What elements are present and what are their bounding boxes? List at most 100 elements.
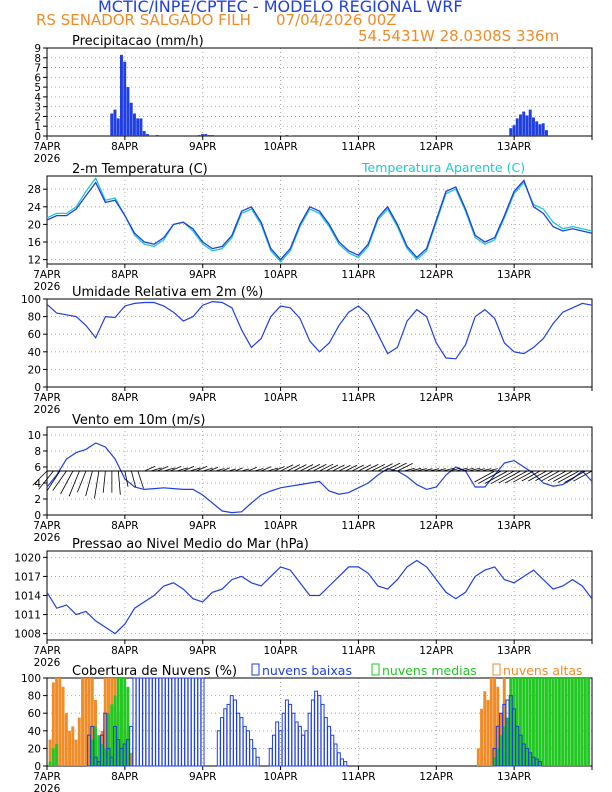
low-cloud-legend-swatch bbox=[251, 663, 260, 676]
low-cloud-bar bbox=[148, 677, 153, 767]
wind-vector bbox=[364, 463, 379, 472]
wind-vector bbox=[176, 467, 188, 472]
precip-bar bbox=[155, 135, 159, 136]
run-date: 07/04/2026 00Z bbox=[276, 11, 397, 29]
mid-cloud-bar bbox=[583, 678, 587, 766]
y-tick-label: 8 bbox=[34, 446, 41, 458]
x-tick-label: 9APR bbox=[189, 645, 217, 657]
high-cloud-bar bbox=[58, 678, 62, 766]
x-tick-label: 13APR bbox=[497, 520, 531, 532]
y-tick-label: 5 bbox=[34, 82, 41, 94]
x-tick-label: 9APR bbox=[189, 771, 217, 783]
y-tick-label: 0 bbox=[34, 382, 41, 394]
low-cloud-bar bbox=[294, 721, 299, 767]
wind-vector bbox=[163, 467, 175, 472]
y-tick-label: 80 bbox=[28, 312, 41, 324]
high-cloud-bar bbox=[64, 713, 68, 766]
high-cloud-bar bbox=[51, 682, 55, 766]
wind-vector bbox=[189, 467, 201, 472]
station-location: 54.5431W 28.0308S 336m bbox=[358, 27, 560, 45]
y-tick-label: 20 bbox=[28, 364, 41, 376]
mid-cloud-bar bbox=[567, 678, 571, 766]
x-tick-label: 9APR bbox=[189, 520, 217, 532]
wind-vector bbox=[371, 463, 385, 472]
mid-cloud-bar bbox=[126, 686, 130, 766]
x-tick-label: 10APR bbox=[263, 645, 297, 657]
low-cloud-bar bbox=[194, 677, 199, 767]
wind-vector bbox=[85, 470, 93, 497]
precip-bar bbox=[522, 111, 526, 136]
mid-cloud-bar bbox=[538, 678, 542, 766]
panel-title: 2-m Temperatura (C) bbox=[72, 162, 208, 177]
low-cloud-legend: nuvens baixas bbox=[262, 663, 352, 678]
mid-cloud-bar bbox=[557, 678, 561, 766]
low-cloud-bar bbox=[135, 677, 140, 767]
wind-vector bbox=[260, 466, 272, 472]
y-tick-label: 0 bbox=[34, 510, 41, 522]
low-cloud-bar bbox=[171, 677, 176, 767]
wind-vector bbox=[130, 470, 137, 487]
x-tick-label: 11APR bbox=[341, 141, 375, 153]
mid-cloud-bar bbox=[512, 678, 516, 766]
mid-cloud-bar bbox=[97, 735, 101, 766]
x-tick-label: 8APR bbox=[111, 141, 139, 153]
high-cloud-bar bbox=[483, 691, 487, 766]
low-cloud-bar bbox=[304, 730, 309, 767]
y-tick-label: 12 bbox=[28, 255, 41, 267]
mid-cloud-bar bbox=[496, 748, 500, 766]
mid-cloud-bar bbox=[561, 678, 565, 766]
precip-bar bbox=[282, 135, 286, 137]
precip-bar bbox=[509, 128, 513, 136]
high-cloud-bar bbox=[489, 678, 493, 766]
mid-cloud-bar bbox=[577, 678, 581, 766]
wind-vector bbox=[60, 470, 74, 495]
wind-vector bbox=[410, 467, 422, 472]
wind-vector bbox=[351, 464, 364, 472]
pressure-line bbox=[46, 559, 593, 635]
high-cloud-bar bbox=[71, 726, 75, 766]
y-tick-label: 10 bbox=[28, 430, 41, 442]
low-cloud-bar bbox=[307, 712, 312, 767]
wind-vector bbox=[124, 470, 129, 487]
panel-rh: 0 20 40 60 80 100 7APR 8APR 9APR 10APR 11APR 12APR 1… bbox=[21, 285, 593, 416]
high-cloud-bar bbox=[74, 739, 78, 766]
wind-vector bbox=[504, 470, 528, 484]
wind-vector bbox=[488, 468, 498, 472]
y-tick-label: 1008 bbox=[14, 629, 41, 641]
y-tick-label: 100 bbox=[21, 673, 41, 685]
precip-bar bbox=[538, 124, 542, 136]
low-cloud-bar bbox=[145, 677, 150, 767]
wind-vector bbox=[490, 470, 515, 485]
wind-vector bbox=[38, 470, 54, 490]
wind-vector bbox=[183, 466, 195, 472]
wind-vector bbox=[528, 470, 547, 482]
wind-vector bbox=[462, 467, 474, 472]
precip-bar bbox=[145, 134, 149, 136]
low-cloud-bar bbox=[187, 677, 192, 767]
mid-cloud-bar bbox=[525, 678, 529, 766]
low-cloud-bar bbox=[177, 677, 182, 767]
wind-vector bbox=[102, 470, 106, 493]
low-cloud-bar bbox=[330, 734, 335, 767]
low-cloud-bar bbox=[336, 752, 341, 767]
wind-vector bbox=[293, 464, 307, 472]
mid-cloud-bar bbox=[107, 713, 110, 766]
x-tick-label: 10APR bbox=[263, 392, 297, 404]
x-tick-label: 7APR bbox=[33, 269, 61, 281]
mid-cloud-bar bbox=[570, 678, 574, 766]
y-tick-label: 1014 bbox=[14, 591, 41, 603]
high-cloud-bar bbox=[502, 678, 506, 766]
high-cloud-bar bbox=[480, 708, 484, 766]
x-tick-label: 7APR bbox=[33, 520, 61, 532]
x-tick-label: 12APR bbox=[419, 141, 453, 153]
low-cloud-bar bbox=[223, 708, 228, 767]
x-tick-label: 12APR bbox=[419, 392, 453, 404]
mid-cloud-bar bbox=[509, 678, 513, 766]
high-cloud-bar bbox=[486, 700, 490, 766]
high-cloud-bar bbox=[61, 686, 65, 766]
mid-cloud-legend: nuvens medias bbox=[382, 663, 477, 678]
wind-vector bbox=[137, 470, 144, 489]
low-cloud-bar bbox=[249, 739, 254, 767]
